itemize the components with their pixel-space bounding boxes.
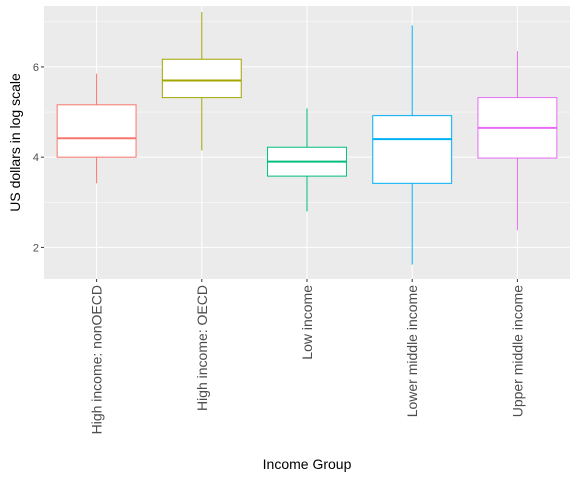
x-tick-label: Upper middle income	[509, 285, 525, 417]
y-tick-label: 4	[33, 152, 39, 164]
y-tick-label: 2	[33, 242, 39, 254]
x-axis: High income: nonOECD High income: OECD Low…	[89, 279, 525, 434]
box-high-income-oecd	[161, 11, 242, 151]
box-low-income	[267, 108, 347, 212]
x-axis-title: Income Group	[263, 456, 352, 472]
iqr-box	[161, 58, 242, 99]
iqr-box	[372, 115, 453, 184]
iqr-box	[56, 104, 137, 158]
x-tick-label: Lower middle income	[404, 285, 420, 417]
box-series	[56, 11, 558, 265]
y-axis-title: US dollars in log scale	[7, 73, 23, 212]
box-upper-middle-income	[477, 51, 558, 231]
x-tick-label: High income: nonOECD	[89, 285, 105, 434]
x-tick-label: Low income	[299, 285, 315, 360]
box-high-income-nonoecd	[56, 73, 137, 184]
x-tick-label: High income: OECD	[194, 285, 210, 411]
y-tick-label: 6	[33, 62, 39, 74]
box-lower-middle-income	[372, 25, 453, 265]
y-axis: 2 4 6	[33, 62, 44, 254]
